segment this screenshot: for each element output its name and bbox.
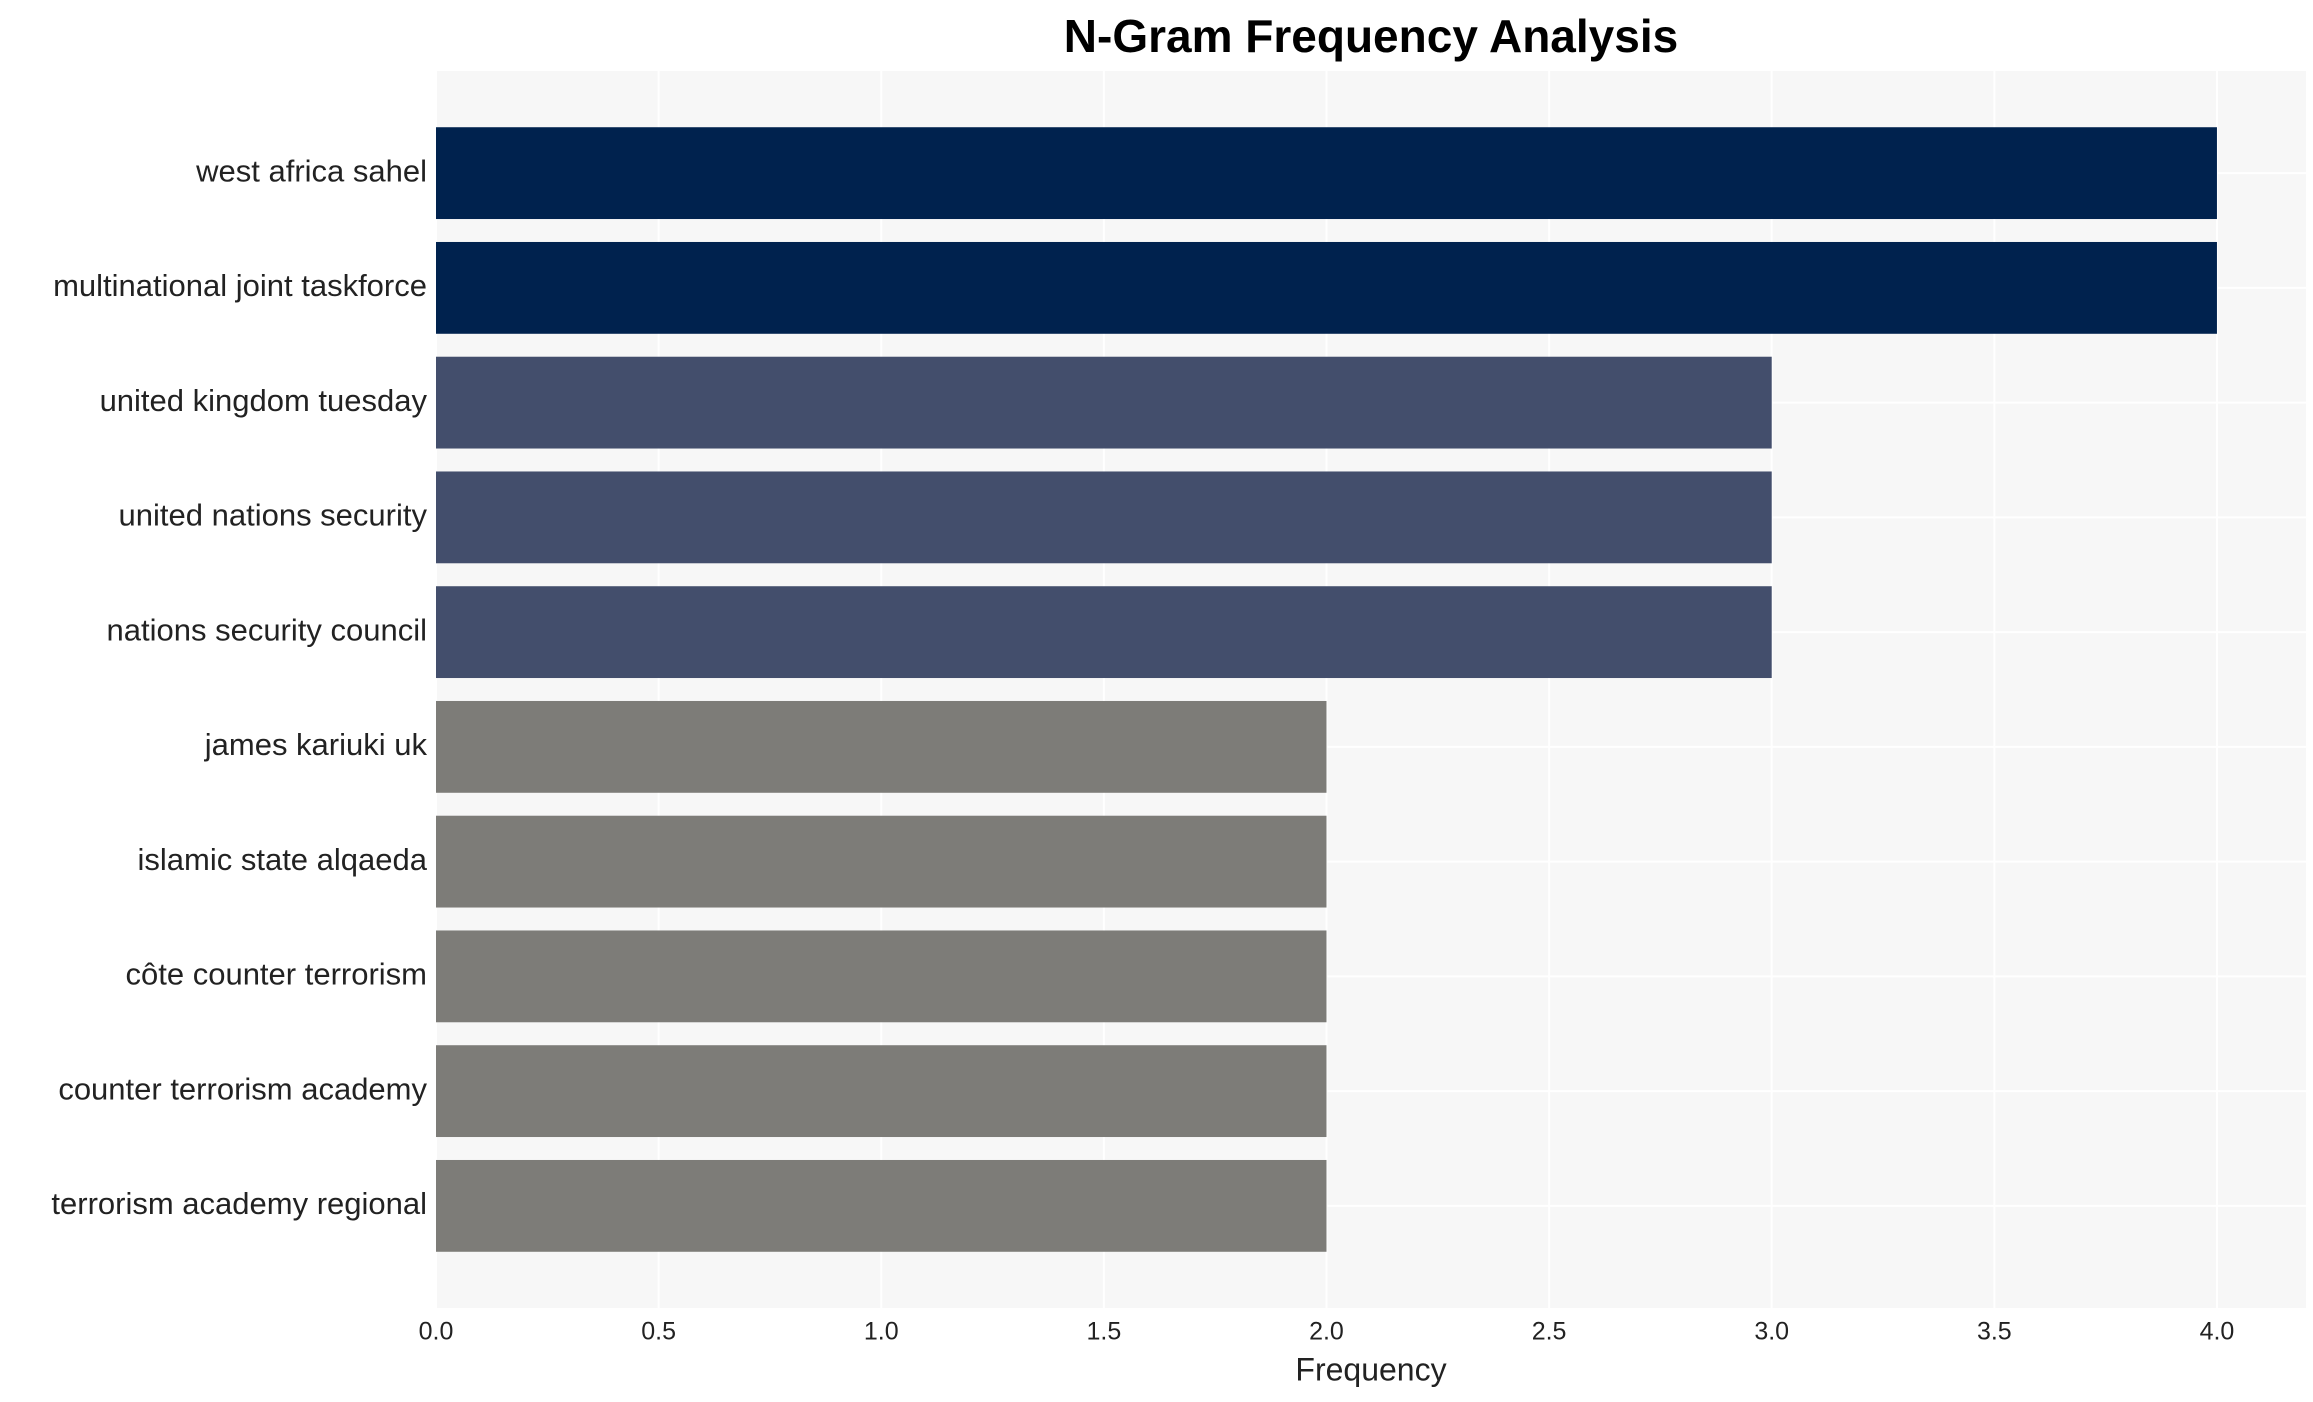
x-tick-label: 2.0 <box>1309 1318 1344 1346</box>
y-tick-label: côte counter terrorism <box>126 957 428 992</box>
y-tick-label: united kingdom tuesday <box>100 383 428 418</box>
y-tick-label: nations security council <box>107 612 428 647</box>
x-tick-label: 1.5 <box>1086 1318 1121 1346</box>
bar <box>436 241 2217 334</box>
x-tick-label: 0.5 <box>641 1318 676 1346</box>
bar <box>436 586 1772 679</box>
bar <box>436 127 2217 220</box>
x-tick-label: 2.5 <box>1532 1318 1567 1346</box>
bar <box>436 700 1327 793</box>
bar <box>436 356 1772 449</box>
bar <box>436 815 1327 908</box>
bar <box>436 930 1327 1023</box>
y-tick-label: west africa sahel <box>195 153 427 188</box>
x-tick-label: 3.5 <box>1977 1318 2012 1346</box>
y-tick-label: james kariuki uk <box>204 727 428 762</box>
y-tick-label: counter terrorism academy <box>58 1071 427 1106</box>
y-tick-label: terrorism academy regional <box>51 1186 427 1221</box>
y-tick-label: united nations security <box>119 498 428 533</box>
x-tick-label: 0.0 <box>419 1318 454 1346</box>
bar <box>436 1159 1327 1252</box>
x-tick-label: 4.0 <box>2200 1318 2235 1346</box>
y-tick-label: islamic state alqaeda <box>138 842 428 877</box>
x-tick-label: 1.0 <box>864 1318 899 1346</box>
x-axis-label: Frequency <box>1295 1351 1446 1387</box>
y-tick-label: multinational joint taskforce <box>53 268 427 303</box>
bar <box>436 471 1772 564</box>
x-tick-label: 3.0 <box>1754 1318 1789 1346</box>
bar <box>436 1045 1327 1138</box>
chart-title: N-Gram Frequency Analysis <box>1064 10 1678 62</box>
